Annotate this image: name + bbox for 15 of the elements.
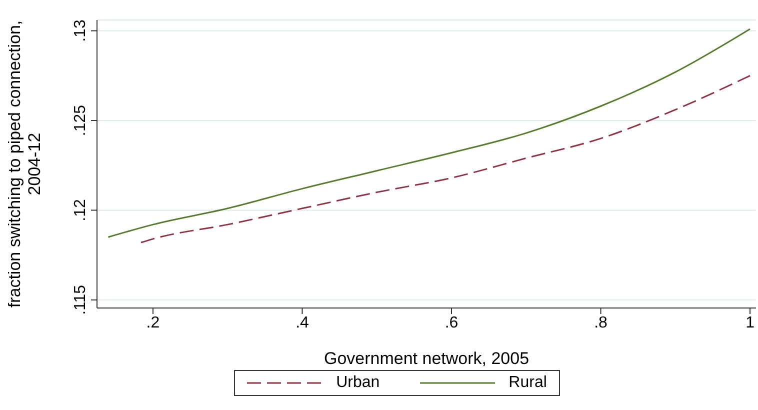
legend-label: Rural bbox=[508, 374, 547, 392]
x-tick-label: .4 bbox=[296, 314, 310, 332]
y-tick-label: .125 bbox=[72, 104, 89, 136]
y-tick-label: .115 bbox=[72, 284, 89, 315]
x-tick-label: 1 bbox=[746, 314, 755, 332]
y-tick-label: .12 bbox=[72, 198, 89, 222]
x-tick-label: .8 bbox=[594, 314, 608, 332]
line-series bbox=[107, 28, 751, 238]
x-tick-label: .2 bbox=[146, 314, 160, 332]
x-tick-label: .6 bbox=[444, 314, 458, 332]
legend-label: Urban bbox=[336, 374, 380, 392]
y-axis-title: fraction switching to piped connection, 2004-12 bbox=[5, 20, 44, 308]
line-series bbox=[140, 74, 751, 244]
y-tick-label: .13 bbox=[72, 20, 89, 42]
x-axis-title: Government network, 2005 bbox=[324, 349, 530, 368]
